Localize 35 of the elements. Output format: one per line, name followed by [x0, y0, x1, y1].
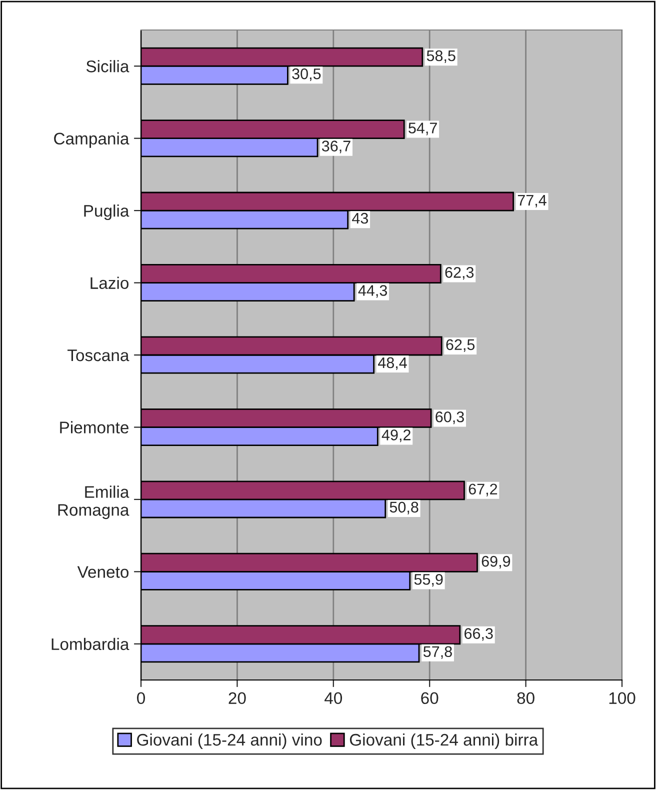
x-tick-label: 40: [324, 692, 342, 704]
x-tick-label: 80: [517, 692, 534, 704]
data-label: 62,5: [446, 339, 475, 352]
data-label: 57,8: [423, 646, 452, 659]
data-label: 30,5: [292, 68, 321, 82]
data-label: 43: [352, 212, 368, 224]
data-label: 66,3: [464, 628, 493, 641]
y-tick-label: Toscana: [68, 350, 130, 362]
data-label: 49,2: [382, 430, 410, 442]
data-label: 69,9: [482, 556, 510, 569]
y-tick-label: Lazio: [90, 276, 128, 289]
y-tick-label: Emilia Romagna: [58, 486, 130, 520]
data-label: 58,5: [426, 50, 456, 63]
legend-label: Giovani (15-24 anni) vino: [137, 733, 322, 750]
y-tick-label: Veneto: [77, 566, 128, 578]
y-tick-label: Campania: [54, 132, 130, 148]
y-tick-label: Puglia: [84, 204, 130, 220]
legend-label: Giovani (15-24 anni) birra: [350, 733, 538, 750]
data-label: 36,7: [322, 140, 350, 154]
data-label: 77,4: [518, 194, 546, 208]
y-tick-label: Sicilia: [86, 60, 130, 72]
data-label: 55,9: [414, 574, 443, 587]
y-tick-label: Piemonte: [60, 421, 128, 434]
data-label: 62,3: [445, 267, 474, 280]
data-label: 48,4: [378, 357, 407, 370]
data-label: 50,8: [390, 502, 418, 514]
data-label: 60,3: [436, 411, 464, 424]
y-tick-label: Lombardia: [52, 638, 130, 650]
x-tick-label: 60: [421, 692, 438, 704]
data-label: 54,7: [408, 122, 437, 136]
x-tick-label: 0: [137, 692, 145, 704]
x-tick-label: 20: [228, 692, 246, 704]
data-label: 67,2: [468, 484, 498, 496]
data-label: 44,3: [358, 285, 387, 298]
x-tick-label: 100: [609, 692, 636, 704]
